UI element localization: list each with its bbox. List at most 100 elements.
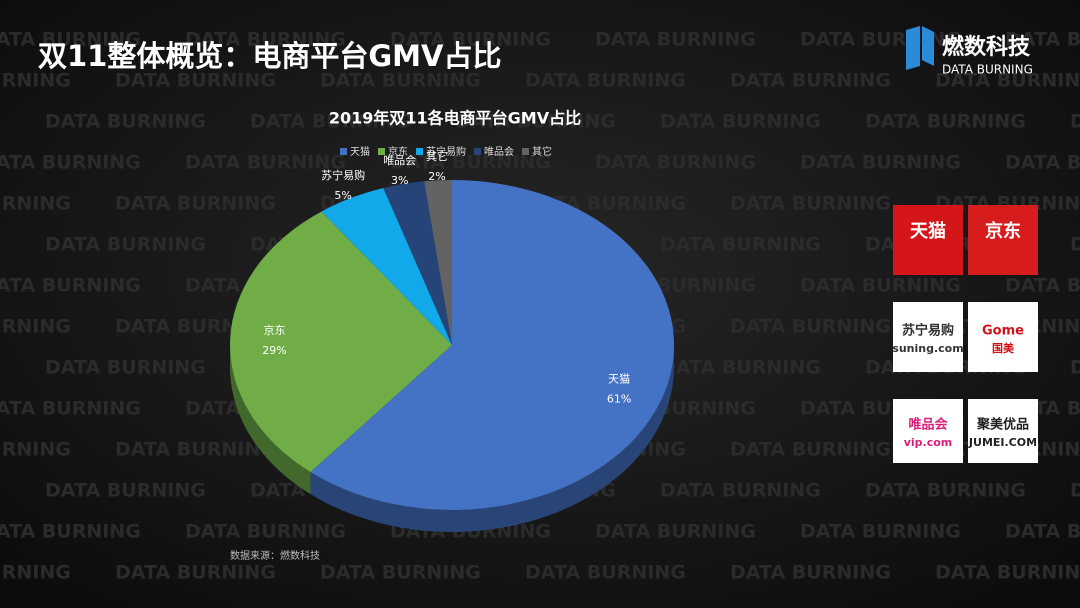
brand-logo: 燃数科技 DATA BURNING bbox=[906, 26, 1033, 77]
watermark-text: DATA BURNING bbox=[0, 398, 141, 420]
watermark-text: DATA BURNING bbox=[0, 70, 71, 92]
watermark-text: DATA BURNING bbox=[1005, 29, 1080, 51]
watermark-text: DATA BURNING bbox=[660, 234, 821, 256]
slice bbox=[321, 188, 452, 345]
watermark-text: DATA BURNING bbox=[595, 521, 756, 543]
watermark-text: DATA BURNING bbox=[390, 29, 551, 51]
logo-tile bbox=[893, 399, 963, 463]
slice-side bbox=[310, 345, 674, 532]
logo-tile bbox=[968, 205, 1038, 275]
watermark-text: DATA BURNING bbox=[800, 29, 961, 51]
source-note: 数据来源：燃数科技 bbox=[230, 549, 320, 562]
watermark-text: DATA BURNING bbox=[45, 480, 206, 502]
slice-label: 天猫 bbox=[608, 373, 630, 386]
slide-title: 双11整体概览：电商平台GMV占比 bbox=[38, 39, 501, 73]
watermark-text: DATA BURNING bbox=[800, 275, 961, 297]
slice bbox=[424, 180, 452, 345]
logo-subtext: JUMEI.COM bbox=[968, 436, 1037, 449]
watermark-text: DATA BURNING bbox=[115, 70, 276, 92]
watermark-text: DATA BURNING bbox=[935, 562, 1080, 584]
watermark-text: DATA BURNING bbox=[865, 111, 1026, 133]
watermark-text: DATA BURNING bbox=[0, 521, 141, 543]
watermark-text: DATA BURNING bbox=[935, 70, 1080, 92]
watermark-text: DATA BURNING bbox=[0, 193, 71, 215]
slice-label: 唯品会 bbox=[383, 154, 416, 167]
logo-tile bbox=[893, 205, 963, 275]
watermark-text: DATA BURNING bbox=[455, 111, 616, 133]
logo-tile bbox=[968, 399, 1038, 463]
watermark-text: DATA BURNING bbox=[115, 439, 276, 461]
slice-side bbox=[230, 345, 311, 495]
legend: 天猫 京东 苏宁易购 唯品会 其它 bbox=[340, 145, 552, 158]
watermark-text: DATA BURNING bbox=[0, 562, 71, 584]
watermark-text: DATA BURNING bbox=[185, 521, 346, 543]
watermark-text: DATA BURNING bbox=[0, 357, 1, 379]
pie: 天猫 61% 京东 29% 苏宁易购 5% 唯品会 3% 其它 2% bbox=[230, 149, 675, 532]
logo-text: Gome bbox=[982, 324, 1024, 339]
brand-subtitle: DATA BURNING bbox=[942, 63, 1033, 77]
watermark-text: DATA BURNING bbox=[0, 275, 141, 297]
legend-label: 天猫 bbox=[350, 145, 370, 158]
watermark-text: DATA BURNING bbox=[660, 357, 821, 379]
watermark-text: DATA BURNING bbox=[0, 234, 1, 256]
watermark-text: DATA BURNING bbox=[250, 111, 411, 133]
slice-label: 其它 bbox=[426, 149, 448, 163]
logo-text: 京东 bbox=[985, 220, 1021, 242]
watermark-text: DATA BURNING bbox=[595, 152, 756, 174]
watermark-text: DATA BURNING bbox=[185, 152, 346, 174]
legend-label: 苏宁易购 bbox=[426, 145, 466, 158]
watermark-text: DATA BURNING bbox=[525, 562, 686, 584]
logo-text: 唯品会 bbox=[908, 417, 948, 433]
watermark-text: DATA BURNING bbox=[730, 562, 891, 584]
slice bbox=[230, 211, 452, 473]
watermark-text: DATA BURNING bbox=[730, 316, 891, 338]
watermark-text: DATA BURNING bbox=[0, 152, 141, 174]
logo-subtext: suning.com bbox=[892, 342, 963, 355]
watermark-text: DATA BURNING bbox=[0, 29, 141, 51]
watermark-text: DATA BURNING bbox=[1070, 357, 1080, 379]
slice-value: 29% bbox=[262, 344, 286, 357]
watermark-text: DATA BURNING bbox=[800, 521, 961, 543]
watermark-text: DATA BURNING bbox=[45, 111, 206, 133]
chart-title: 2019年双11各电商平台GMV占比 bbox=[329, 109, 581, 128]
watermark-text: DATA BURNING bbox=[390, 152, 551, 174]
watermark-text: DATA BURNING bbox=[660, 480, 821, 502]
watermark-text: DATA BURNING bbox=[0, 439, 71, 461]
legend-swatch bbox=[522, 148, 529, 155]
watermark-text: DATA BURNING bbox=[185, 29, 346, 51]
watermark-text: DATA BURNING bbox=[115, 193, 276, 215]
watermark-text: DATA BURNING bbox=[800, 152, 961, 174]
brand-icon bbox=[906, 26, 934, 70]
watermark-text: DATA BURNING bbox=[730, 193, 891, 215]
slice-value: 61% bbox=[607, 393, 631, 406]
logo-text: 苏宁易购 bbox=[902, 323, 954, 339]
legend-label: 其它 bbox=[532, 145, 552, 158]
watermark-text: DATA BURNING bbox=[45, 234, 206, 256]
logo-text: 天猫 bbox=[910, 220, 946, 242]
slice-value: 5% bbox=[334, 189, 351, 202]
legend-swatch bbox=[416, 148, 423, 155]
watermark-text: DATA BURNING bbox=[730, 439, 891, 461]
slice-label: 苏宁易购 bbox=[321, 168, 365, 182]
legend-swatch bbox=[474, 148, 481, 155]
watermark-text: DATA BURNING bbox=[115, 562, 276, 584]
watermark-text: DATA BURNING bbox=[730, 70, 891, 92]
watermark-text: DATA BURNING bbox=[595, 29, 756, 51]
watermark-text: DATA BURNING bbox=[1005, 152, 1080, 174]
logo-subtext: vip.com bbox=[904, 436, 953, 449]
logo-tile bbox=[968, 302, 1038, 372]
watermark-text: DATA BURNING bbox=[865, 480, 1026, 502]
slice bbox=[383, 181, 452, 345]
watermark-text: DATA BURNING bbox=[1005, 521, 1080, 543]
legend-swatch bbox=[340, 148, 347, 155]
legend-swatch bbox=[378, 148, 385, 155]
watermark-text: DATA BURNING bbox=[0, 316, 71, 338]
logo-text: 聚美优品 bbox=[976, 417, 1029, 433]
watermark-text: DATA BURNING bbox=[1070, 234, 1080, 256]
legend-label: 京东 bbox=[388, 145, 408, 158]
watermark-text: DATA BURNING bbox=[1070, 480, 1080, 502]
watermark-text: DATA BURNING bbox=[45, 357, 206, 379]
